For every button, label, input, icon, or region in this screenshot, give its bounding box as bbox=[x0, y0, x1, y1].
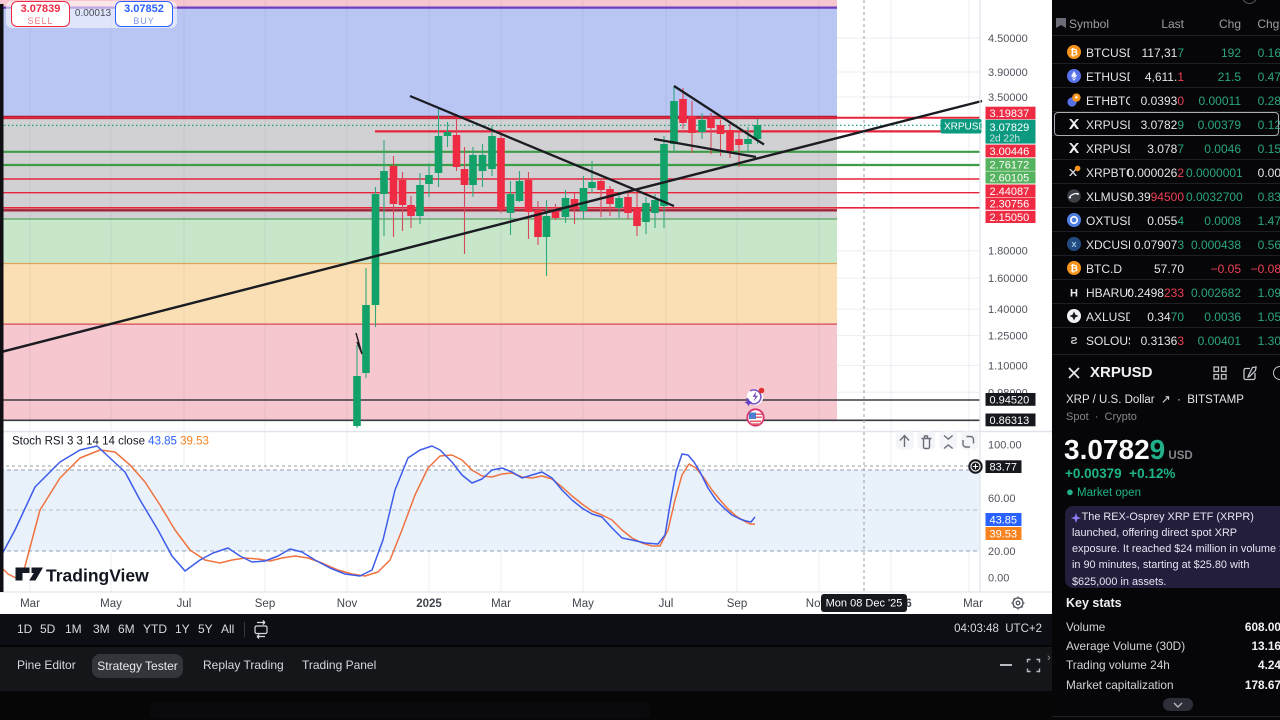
svg-text:3.07829: 3.07829 bbox=[990, 122, 1030, 134]
svg-text:Stoch RSI 3 3 14 14 close 43.8: Stoch RSI 3 3 14 14 close 43.85 39.53 bbox=[12, 436, 209, 448]
svg-text:Jul: Jul bbox=[177, 598, 192, 610]
svg-text:20.00: 20.00 bbox=[988, 546, 1016, 558]
svg-text:TradingView: TradingView bbox=[46, 566, 149, 586]
svg-text:1.10000: 1.10000 bbox=[988, 360, 1028, 372]
svg-text:Mar: Mar bbox=[20, 598, 40, 610]
svg-text:Mon 08 Dec '25: Mon 08 Dec '25 bbox=[826, 598, 903, 610]
svg-text:2.15050: 2.15050 bbox=[990, 212, 1030, 224]
svg-text:Sep: Sep bbox=[255, 598, 275, 610]
svg-text:0.86313: 0.86313 bbox=[990, 415, 1030, 427]
svg-text:2d 22h: 2d 22h bbox=[990, 133, 1021, 144]
svg-text:Ƨ: Ƨ bbox=[1070, 335, 1077, 347]
svg-text:2.76172: 2.76172 bbox=[990, 160, 1030, 172]
svg-text:May: May bbox=[572, 598, 594, 610]
svg-text:1.25000: 1.25000 bbox=[988, 331, 1028, 343]
svg-text:43.85: 43.85 bbox=[990, 515, 1018, 527]
svg-text:₿: ₿ bbox=[1070, 48, 1078, 59]
svg-text:2.44087: 2.44087 bbox=[990, 186, 1030, 198]
svg-text:XRPUSD: XRPUSD bbox=[944, 122, 986, 133]
svg-text:3.19837: 3.19837 bbox=[990, 108, 1030, 120]
svg-text:3.00446: 3.00446 bbox=[990, 146, 1030, 158]
svg-text:3.50000: 3.50000 bbox=[988, 92, 1028, 104]
svg-text:100.00: 100.00 bbox=[988, 440, 1022, 452]
svg-text:2025: 2025 bbox=[416, 598, 442, 610]
svg-text:X: X bbox=[1071, 240, 1076, 249]
svg-text:H: H bbox=[1070, 288, 1078, 300]
svg-text:0.94520: 0.94520 bbox=[990, 394, 1030, 406]
svg-text:39.53: 39.53 bbox=[990, 529, 1018, 541]
svg-text:60.00: 60.00 bbox=[988, 493, 1016, 505]
svg-text:83.77: 83.77 bbox=[990, 462, 1018, 474]
svg-text:Mar: Mar bbox=[963, 598, 983, 610]
svg-text:Mar: Mar bbox=[491, 598, 511, 610]
svg-text:Sep: Sep bbox=[727, 598, 747, 610]
svg-text:₿: ₿ bbox=[1070, 264, 1078, 275]
svg-text:0.00: 0.00 bbox=[988, 572, 1009, 584]
svg-text:Jul: Jul bbox=[659, 598, 674, 610]
svg-text:1.40000: 1.40000 bbox=[988, 304, 1028, 316]
svg-text:1.60000: 1.60000 bbox=[988, 273, 1028, 285]
svg-text:4.50000: 4.50000 bbox=[988, 33, 1028, 45]
svg-text:3.90000: 3.90000 bbox=[988, 67, 1028, 79]
svg-text:1.80000: 1.80000 bbox=[988, 246, 1028, 258]
svg-text:2.30756: 2.30756 bbox=[990, 199, 1030, 211]
svg-text:2.60105: 2.60105 bbox=[990, 172, 1030, 184]
svg-text:Nov: Nov bbox=[337, 598, 358, 610]
svg-text:May: May bbox=[100, 598, 122, 610]
